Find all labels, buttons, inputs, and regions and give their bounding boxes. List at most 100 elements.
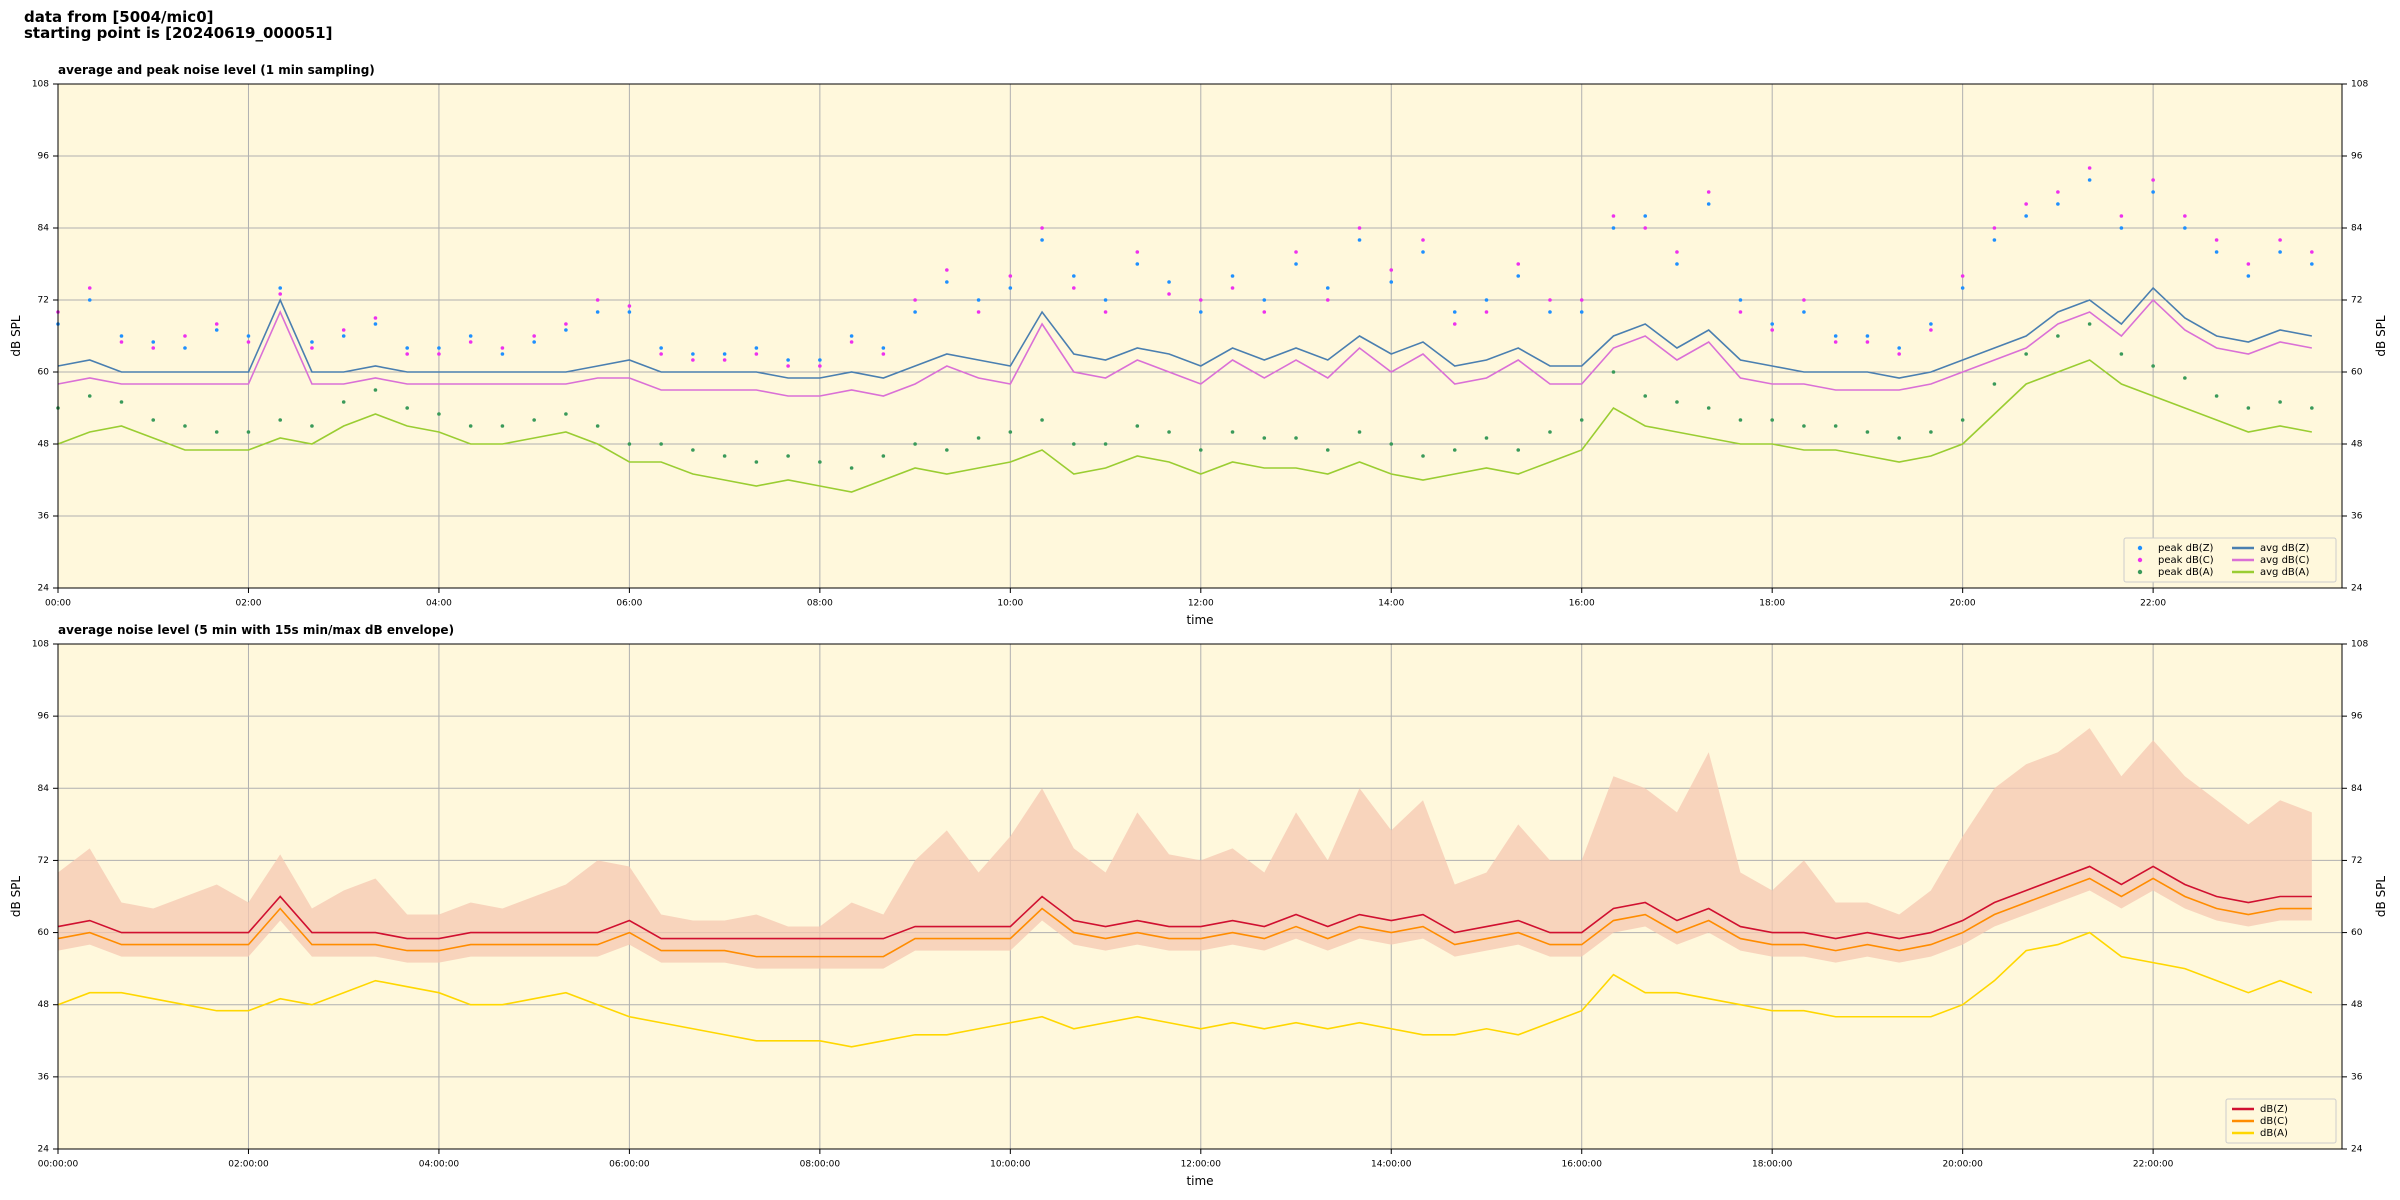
peak-point [976,436,981,440]
peak-point [1929,430,1933,434]
peak-point [2024,352,2028,356]
peak-point [1357,226,1362,230]
y-tick-label: 48 [2351,1000,2363,1010]
y-tick-label: 48 [2351,440,2363,450]
x-tick-label: 20:00:00 [1942,1160,1983,1170]
peak-point [2310,262,2314,266]
plot-background [58,84,2342,588]
peak-point [183,346,187,350]
peak-point [1262,436,1267,440]
peak-point [2151,178,2155,182]
legend-label: avg dB(C) [2260,555,2310,566]
peak-point [2119,352,2124,356]
peak-point [818,460,822,464]
x-tick-label: 04:00 [426,599,452,609]
peak-point [564,322,568,326]
y-tick-label: 108 [2351,640,2368,650]
peak-point [1579,298,1584,302]
peak-point [786,454,790,458]
peak-point [1167,280,1171,284]
peak-point [1421,454,1425,458]
y-tick-label: 96 [38,712,50,722]
y-tick-label: 36 [2351,1072,2363,1082]
peak-point [1611,226,1616,230]
legend-marker [2137,557,2143,563]
peak-point [87,298,92,302]
peak-point [373,322,378,326]
peak-point [595,298,600,302]
peak-point [214,430,219,434]
peak-point [1135,424,1140,428]
peak-point [1008,286,1013,290]
peak-point [1294,262,1298,266]
peak-point [2056,202,2060,206]
peak-point [2056,334,2060,338]
peak-point [945,280,949,284]
peak-point [1103,310,1108,314]
peak-point [500,352,505,356]
peak-point [1548,298,1552,302]
peak-point [849,340,854,344]
peak-point [2310,406,2314,410]
y-axis-label: dB SPL [2374,315,2388,357]
peak-point [1833,424,1838,428]
peak-point [1294,250,1298,254]
legend-label: peak dB(A) [2158,567,2214,578]
x-tick-label: 12:00:00 [1181,1160,1222,1170]
chart-title: average and peak noise level (1 min samp… [58,63,375,77]
chart-title: average noise level (5 min with 15s min/… [58,623,454,637]
peak-point [2183,214,2187,218]
header-line: starting point is [20240619_000051] [24,24,332,42]
peak-point [1770,418,1774,422]
x-tick-label: 06:00:00 [609,1160,650,1170]
peak-point [500,346,505,350]
x-axis-label: time [1186,1174,1213,1188]
peak-point [786,358,790,362]
peak-point [2151,190,2155,194]
legend-marker [2137,569,2143,575]
peak-point [1167,430,1171,434]
y-axis-label: dB SPL [9,876,23,918]
peak-point [2278,238,2282,242]
peak-point [151,340,156,344]
peak-point [405,352,409,356]
peak-point [627,304,632,308]
peak-point [1929,328,1933,332]
y-tick-label: 108 [2351,80,2368,90]
peak-point [2087,178,2092,182]
peak-point [1897,352,1901,356]
y-tick-label: 36 [38,1072,50,1082]
peak-point [2056,190,2060,194]
x-tick-label: 16:00 [1569,599,1595,609]
y-tick-label: 96 [38,152,50,162]
series-line [57,286,2312,379]
peak-point [659,346,663,350]
peak-point [1389,268,1394,272]
peak-point [1135,262,1140,266]
x-tick-label: 22:00:00 [2133,1160,2174,1170]
peak-point [2214,238,2219,242]
peak-point [913,442,917,446]
peak-point [1611,370,1616,374]
peak-point [1103,442,1108,446]
x-tick-label: 14:00:00 [1371,1160,1412,1170]
legend: dB(Z)dB(C)dB(A) [2225,1098,2337,1144]
legend-label: dB(Z) [2260,1104,2288,1115]
peak-point [151,346,156,350]
peak-point [1992,226,1997,230]
peak-point [2246,406,2251,410]
peak-point [2214,250,2219,254]
peak-point [1548,430,1552,434]
peak-point [595,310,600,314]
peak-point [1516,262,1521,266]
peak-point [754,352,759,356]
peak-point [1706,202,1711,206]
peak-point [310,340,314,344]
legend-label: avg dB(A) [2260,567,2310,578]
y-tick-label: 84 [2351,784,2363,794]
peak-point [119,334,124,338]
peak-point [1167,292,1171,296]
peak-point [1484,310,1489,314]
peak-point [691,448,695,452]
